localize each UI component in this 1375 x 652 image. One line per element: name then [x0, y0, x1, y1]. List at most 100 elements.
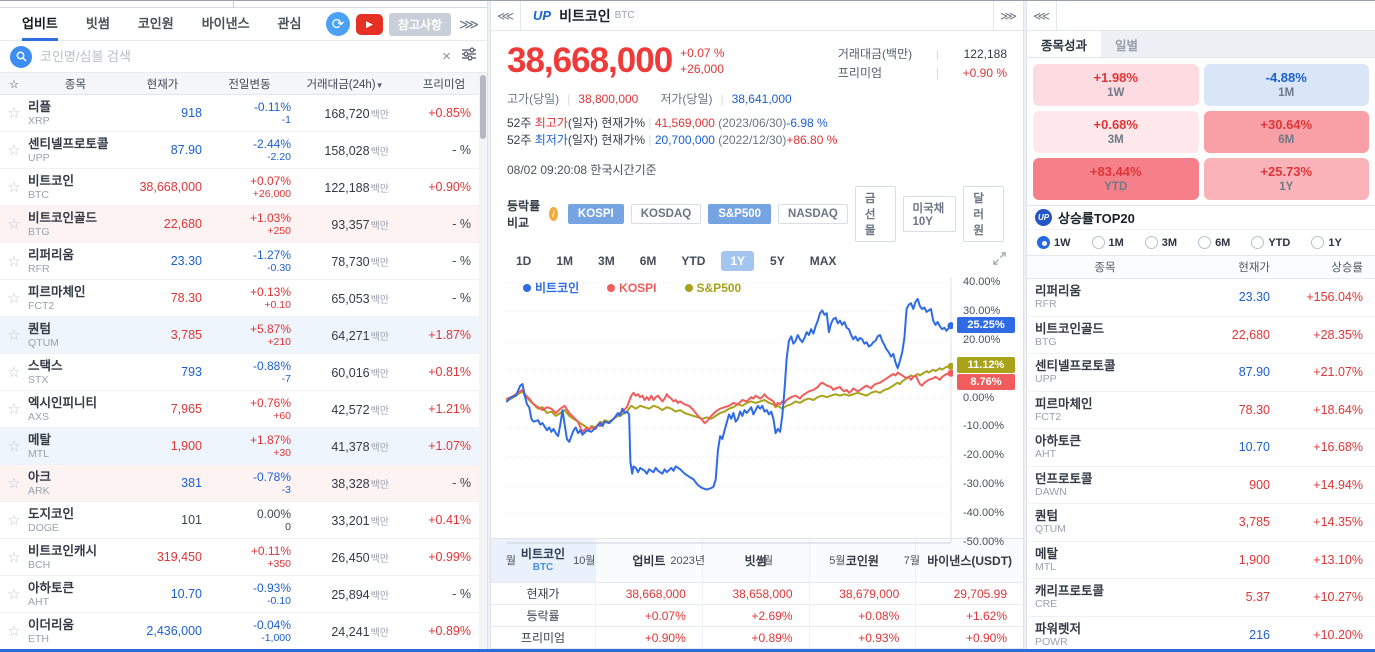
range-1d[interactable]: 1D — [516, 254, 532, 268]
table-row[interactable]: ☆ 아하토큰 AHT 10.70 -0.93% -0.10 25,894백만 - % — [0, 576, 487, 613]
favorite-star-icon[interactable]: ☆ — [7, 289, 21, 307]
header-name[interactable]: 종목 — [64, 78, 87, 91]
favorite-star-icon[interactable]: ☆ — [7, 215, 21, 233]
list-item[interactable]: 퀀텀 QTUM 3,785 +14.35% — [1027, 504, 1375, 542]
youtube-button[interactable]: ▶ — [355, 13, 383, 35]
favorite-star-icon[interactable]: ☆ — [7, 585, 21, 603]
exchange-column-header[interactable]: 바이낸스(USDT) — [916, 539, 1023, 583]
period-6m[interactable]: 6M — [1198, 236, 1230, 249]
scrollbar-track[interactable] — [479, 73, 487, 649]
reference-note-button[interactable]: 참고사항 — [388, 12, 452, 36]
collapse-left-icon[interactable]: ⋘ — [491, 1, 521, 31]
range-5y[interactable]: 5Y — [770, 254, 785, 268]
tab-performance[interactable]: 종목성과 — [1027, 31, 1102, 57]
table-row[interactable]: ☆ 도지코인 DOGE 101 0.00% 0 33,201백만 +0.41% — [0, 502, 487, 539]
range-1y[interactable]: 1Y — [721, 251, 755, 271]
list-item[interactable]: 피르마체인 FCT2 78.30 +18.64% — [1027, 392, 1375, 429]
legend-item[interactable]: 비트코인 — [523, 279, 579, 296]
table-row[interactable]: ☆ 퀀텀 QTUM 3,785 +5.87% +210 64,271백만 +1.87% — [0, 317, 487, 354]
tab-bithumb[interactable]: 빗썸 — [85, 16, 110, 31]
favorite-star-icon[interactable]: ☆ — [7, 363, 21, 381]
header-volume[interactable]: 거래대금(24h)▼ — [301, 76, 401, 92]
comparison-chart[interactable]: 비트코인 KOSPI S&P500 40.00% 30.00% 20.00% 0.00% -… — [505, 275, 1023, 567]
info-icon[interactable]: i — [548, 207, 558, 221]
favorite-star-icon[interactable]: ☆ — [7, 326, 21, 344]
list-item[interactable]: 리퍼리움 RFR 23.30 +156.04% — [1027, 279, 1375, 317]
index-button-gold[interactable]: 금선물 — [854, 186, 896, 242]
tab-binance[interactable]: 바이낸스 — [201, 16, 250, 31]
tab-upbit[interactable]: 업비트 — [22, 8, 58, 41]
header-change[interactable]: 전일변동 — [228, 78, 271, 91]
perf-card-1w[interactable]: +1.98% 1W — [1033, 64, 1199, 106]
refresh-button[interactable]: ⟳ — [325, 12, 350, 36]
index-button-kospi[interactable]: KOSPI — [567, 204, 624, 224]
favorite-star-icon[interactable]: ☆ — [7, 622, 21, 640]
favorite-star-icon[interactable]: ☆ — [7, 474, 21, 492]
range-1m[interactable]: 1M — [556, 254, 574, 268]
table-row[interactable]: ☆ 비트코인캐시 BCH 319,450 +0.11% +350 26,450백만 +0.99… — [0, 539, 487, 576]
search-input[interactable] — [40, 49, 439, 64]
favorite-star-icon[interactable]: ☆ — [7, 104, 21, 122]
favorite-star-icon[interactable]: ☆ — [7, 437, 21, 455]
period-1y[interactable]: 1Y — [1311, 236, 1342, 249]
exchange-column-header[interactable]: 코인원 — [809, 539, 917, 583]
list-item[interactable]: 비트코인골드 BTG 22,680 +28.35% — [1027, 317, 1375, 354]
period-3m[interactable]: 3M — [1144, 236, 1177, 249]
tab-favorites[interactable]: 관심 — [277, 16, 302, 31]
legend-item[interactable]: S&P500 — [684, 279, 741, 296]
range-max[interactable]: MAX — [809, 254, 837, 268]
list-item[interactable]: 파워렛저 POWR 216 +10.20% — [1027, 617, 1375, 650]
exchange-column-header[interactable]: 업비트 — [596, 539, 703, 583]
scrollbar-thumb[interactable] — [480, 75, 486, 139]
table-row[interactable]: ☆ 피르마체인 FCT2 78.30 +0.13% +0.10 65,053백만 - % — [0, 280, 487, 317]
exchange-column-header[interactable]: 빗썸 — [702, 539, 810, 583]
favorite-star-icon[interactable]: ☆ — [7, 141, 21, 159]
tab-daily[interactable]: 일별 — [1115, 38, 1139, 53]
index-button-kosdaq[interactable]: KOSDAQ — [630, 204, 702, 224]
table-row[interactable]: ☆ 엑시인피니티 AXS 7,965 +0.76% +60 42,572백만 +1.21% — [0, 391, 487, 428]
expand-chart-icon[interactable] — [992, 251, 1007, 271]
range-6m[interactable]: 6M — [639, 254, 657, 268]
favorite-star-icon[interactable]: ☆ — [7, 252, 21, 270]
header-star-icon[interactable]: ☆ — [8, 78, 20, 91]
perf-card-ytd[interactable]: +83.44% YTD — [1033, 158, 1199, 200]
index-button-nasdaq[interactable]: NASDAQ — [778, 204, 848, 224]
list-item[interactable]: 메탈 MTL 1,900 +13.10% — [1027, 542, 1375, 579]
collapse-right-icon[interactable]: ⋘ — [1027, 1, 1057, 31]
table-row[interactable]: ☆ 비트코인골드 BTG 22,680 +1.03% +250 93,357백만 - % — [0, 206, 487, 243]
perf-card-1m[interactable]: -4.88% 1M — [1203, 64, 1369, 106]
panel-divider[interactable] — [1023, 1, 1027, 649]
tab-coinone[interactable]: 코인원 — [137, 16, 174, 31]
panel-more-icon[interactable]: ⋙ — [993, 1, 1023, 31]
period-1w[interactable]: 1W — [1037, 236, 1071, 249]
filter-icon[interactable] — [461, 47, 477, 66]
table-row[interactable]: ☆ 이더리움 ETH 2,436,000 -0.04% -1,000 24,241백만 +0.… — [0, 613, 487, 649]
panel-divider[interactable] — [487, 1, 491, 649]
list-item[interactable]: 아하토큰 AHT 10.70 +16.68% — [1027, 429, 1375, 467]
period-ytd[interactable]: YTD — [1251, 236, 1290, 249]
favorite-star-icon[interactable]: ☆ — [7, 400, 21, 418]
range-3m[interactable]: 3M — [598, 254, 615, 268]
list-item[interactable]: 캐리프로토콜 CRE 5.37 +10.27% — [1027, 579, 1375, 617]
table-row[interactable]: ☆ 비트코인 BTC 38,668,000 +0.07% +26,000 122,188백만… — [0, 169, 487, 206]
favorite-star-icon[interactable]: ☆ — [7, 178, 21, 196]
index-button-ust10y[interactable]: 미국채10Y — [902, 196, 957, 232]
clear-search-icon[interactable]: × — [442, 48, 451, 65]
header-premium[interactable]: 프리미엄 — [422, 78, 466, 91]
table-row[interactable]: ☆ 스택스 STX 793 -0.88% -7 60,016백만 +0.81% — [0, 354, 487, 391]
favorite-star-icon[interactable]: ☆ — [7, 511, 21, 529]
table-row[interactable]: ☆ 리퍼리움 RFR 23.30 -1.27% -0.30 78,730백만 - % — [0, 243, 487, 280]
header-price[interactable]: 현재가 — [146, 78, 179, 91]
period-1m[interactable]: 1M — [1091, 236, 1124, 249]
index-button-sp500[interactable]: S&P500 — [708, 204, 772, 224]
table-row[interactable]: ☆ 메탈 MTL 1,900 +1.87% +30 41,378백만 +1.07% — [0, 428, 487, 465]
index-button-usdkrw[interactable]: 달러원 — [963, 186, 1004, 242]
table-row[interactable]: ☆ 리플 XRP 918 -0.11% -1 168,720백만 +0.85% — [0, 95, 487, 132]
table-row[interactable]: ☆ 아크 ARK 381 -0.78% -3 38,328백만 - % — [0, 465, 487, 502]
favorite-star-icon[interactable]: ☆ — [7, 548, 21, 566]
panel-more-icon[interactable]: ⋙ — [459, 15, 479, 32]
list-item[interactable]: 던프로토콜 DAWN 900 +14.94% — [1027, 467, 1375, 504]
table-row[interactable]: ☆ 센티넬프로토콜 UPP 87.90 -2.44% -2.20 158,028백만 - % — [0, 132, 487, 169]
perf-card-1y[interactable]: +25.73% 1Y — [1203, 158, 1369, 200]
legend-item[interactable]: KOSPI — [607, 279, 657, 296]
